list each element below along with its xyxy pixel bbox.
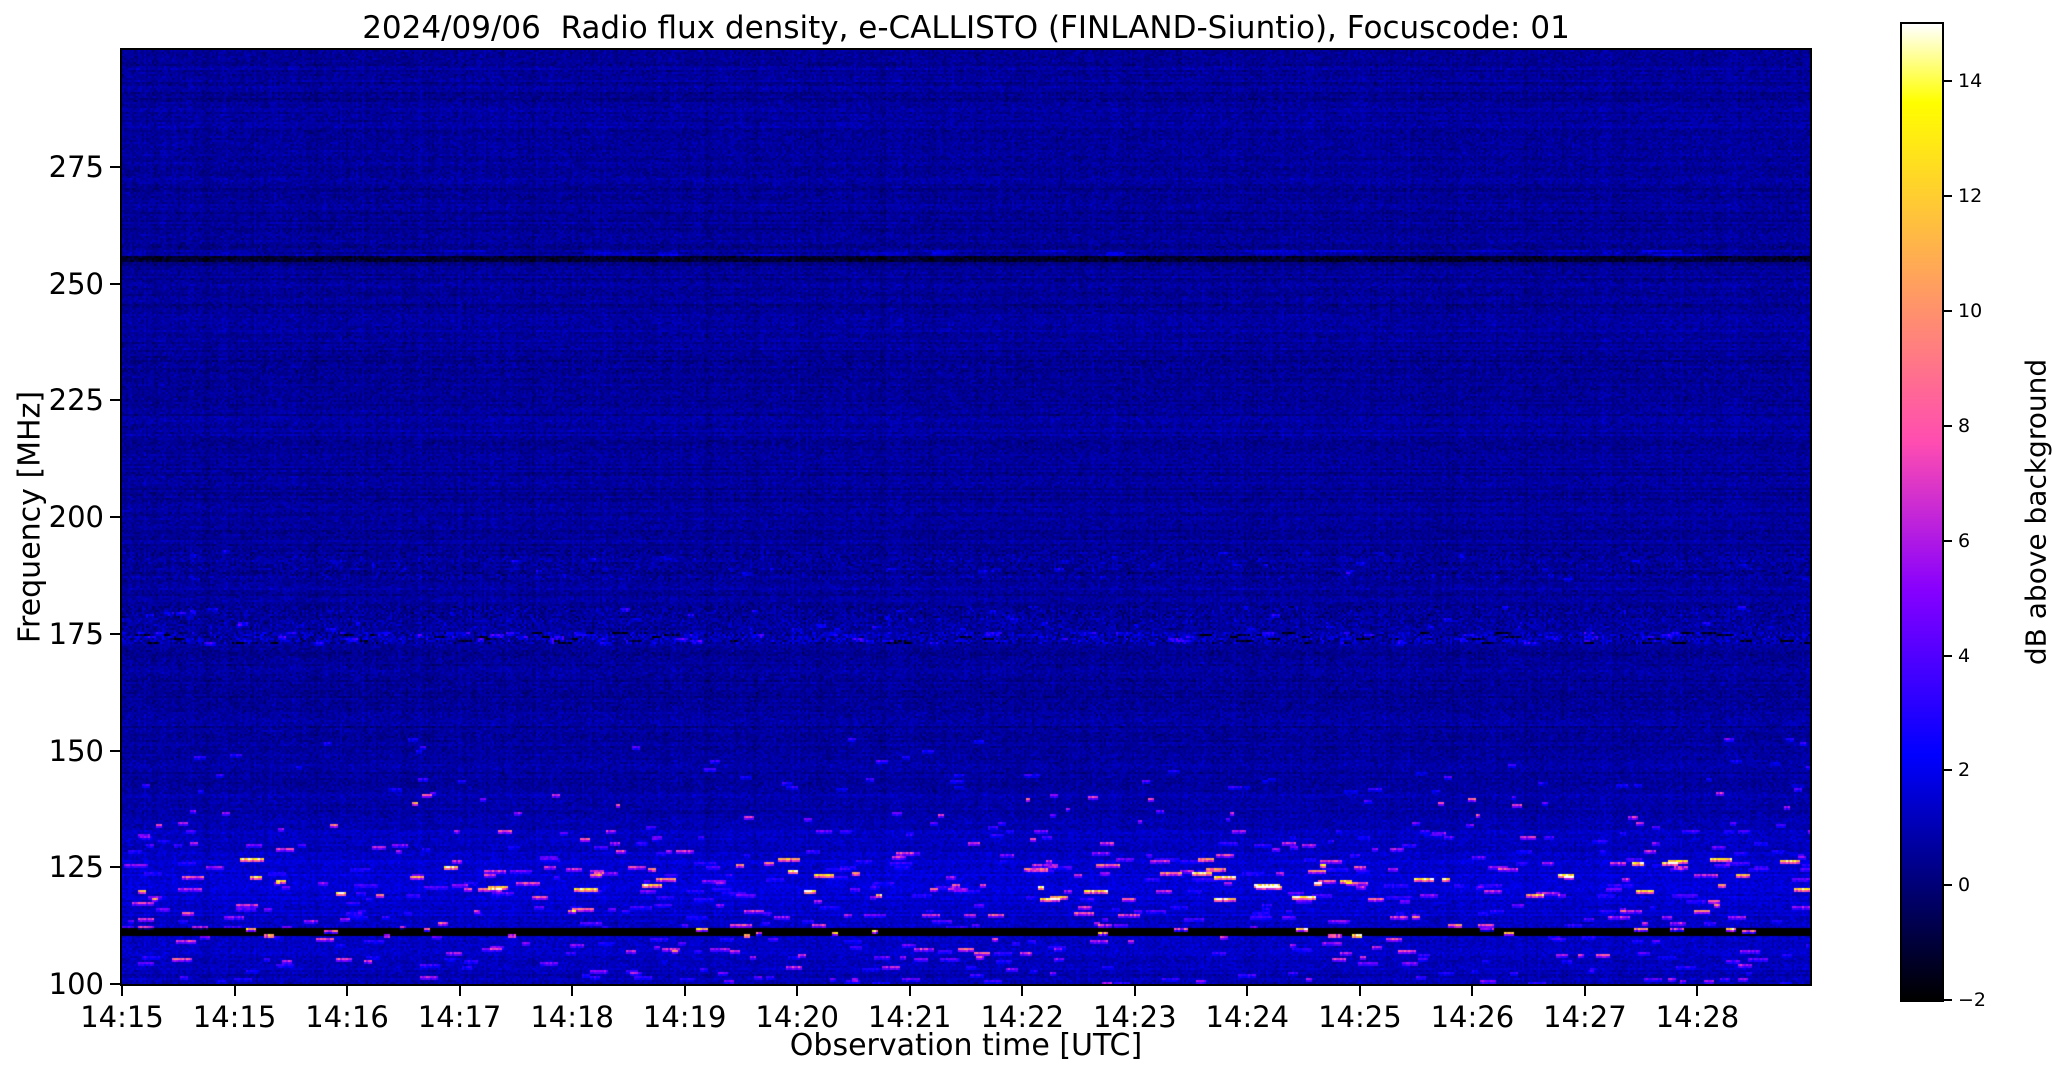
colorbar-tick-label: 2 [1958, 759, 1971, 782]
colorbar-gradient [1902, 24, 1942, 1000]
tick-mark [346, 986, 349, 996]
tick-mark [1944, 884, 1952, 887]
x-tick-label: 14:26 [1430, 1000, 1515, 1034]
x-tick-label: 14:18 [530, 1000, 614, 1034]
colorbar-tick-label: 14 [1958, 70, 1983, 93]
tick-mark [1133, 986, 1136, 996]
y-tick-label: 100 [48, 967, 104, 1001]
colorbar-tick-label: 6 [1958, 529, 1971, 552]
colorbar-tick-label: 8 [1958, 414, 1971, 437]
x-axis-label: Observation time [UTC] [789, 1028, 1143, 1063]
x-tick-label: 14:25 [1318, 1000, 1402, 1034]
x-tick-label: 14:27 [1543, 1000, 1627, 1034]
tick-mark [1944, 539, 1952, 542]
chart-title: 2024/09/06 Radio flux density, e-CALLIST… [362, 10, 1570, 46]
y-tick-label: 225 [48, 383, 104, 418]
tick-mark [110, 749, 120, 752]
tick-mark [1246, 986, 1249, 996]
tick-mark [110, 866, 120, 869]
x-tick-label: 14:15 [80, 1000, 164, 1034]
colorbar-tick-label: 0 [1958, 874, 1971, 897]
colorbar-tick-label: 12 [1958, 185, 1983, 208]
tick-mark [1696, 986, 1699, 996]
tick-mark [1944, 999, 1952, 1001]
tick-mark [1944, 80, 1952, 83]
plot-area [120, 48, 1812, 986]
tick-mark [110, 165, 120, 168]
colorbar-tick-label: 10 [1958, 300, 1983, 323]
tick-mark [683, 986, 686, 996]
x-tick-label: 14:21 [867, 1000, 952, 1034]
x-tick-label: 14:22 [980, 1000, 1065, 1034]
tick-mark [110, 516, 120, 518]
x-tick-label: 14:15 [192, 1000, 277, 1034]
colorbar-label: dB above background [2019, 358, 2053, 666]
tick-mark [1358, 986, 1361, 996]
colorbar-tick-label: 4 [1958, 644, 1971, 667]
tick-mark [110, 983, 120, 985]
x-tick-label: 14:24 [1205, 1000, 1290, 1034]
colorbar-tick-label: −2 [1958, 989, 1987, 1011]
tick-mark [1021, 986, 1024, 996]
y-tick-label: 250 [48, 266, 104, 301]
tick-mark [908, 986, 911, 996]
x-tick-label: 14:19 [642, 1000, 727, 1034]
y-tick-label: 275 [48, 149, 104, 184]
tick-mark [1944, 424, 1952, 427]
tick-mark [110, 282, 120, 285]
x-tick-label: 14:23 [1093, 1000, 1177, 1034]
x-tick-label: 14:28 [1655, 1000, 1740, 1034]
tick-mark [110, 399, 120, 402]
tick-mark [110, 632, 120, 635]
x-tick-label: 14:16 [305, 1000, 389, 1034]
x-tick-label: 14:20 [755, 1000, 839, 1034]
tick-mark [458, 986, 461, 996]
tick-mark [1944, 654, 1952, 657]
x-tick-label: 14:17 [417, 1000, 502, 1034]
tick-mark [1944, 769, 1952, 772]
colorbar [1900, 22, 1944, 1002]
tick-mark [1471, 986, 1474, 996]
y-tick-label: 150 [48, 733, 104, 768]
y-tick-label: 175 [48, 616, 104, 651]
tick-mark [1944, 195, 1952, 198]
tick-mark [1944, 310, 1952, 313]
tick-mark [121, 986, 123, 996]
tick-mark [796, 986, 799, 996]
tick-mark [233, 986, 236, 996]
spectrogram-canvas [122, 50, 1810, 984]
y-tick-label: 200 [48, 500, 104, 534]
y-tick-label: 125 [48, 850, 104, 885]
tick-mark [1583, 986, 1586, 996]
tick-mark [571, 986, 574, 996]
